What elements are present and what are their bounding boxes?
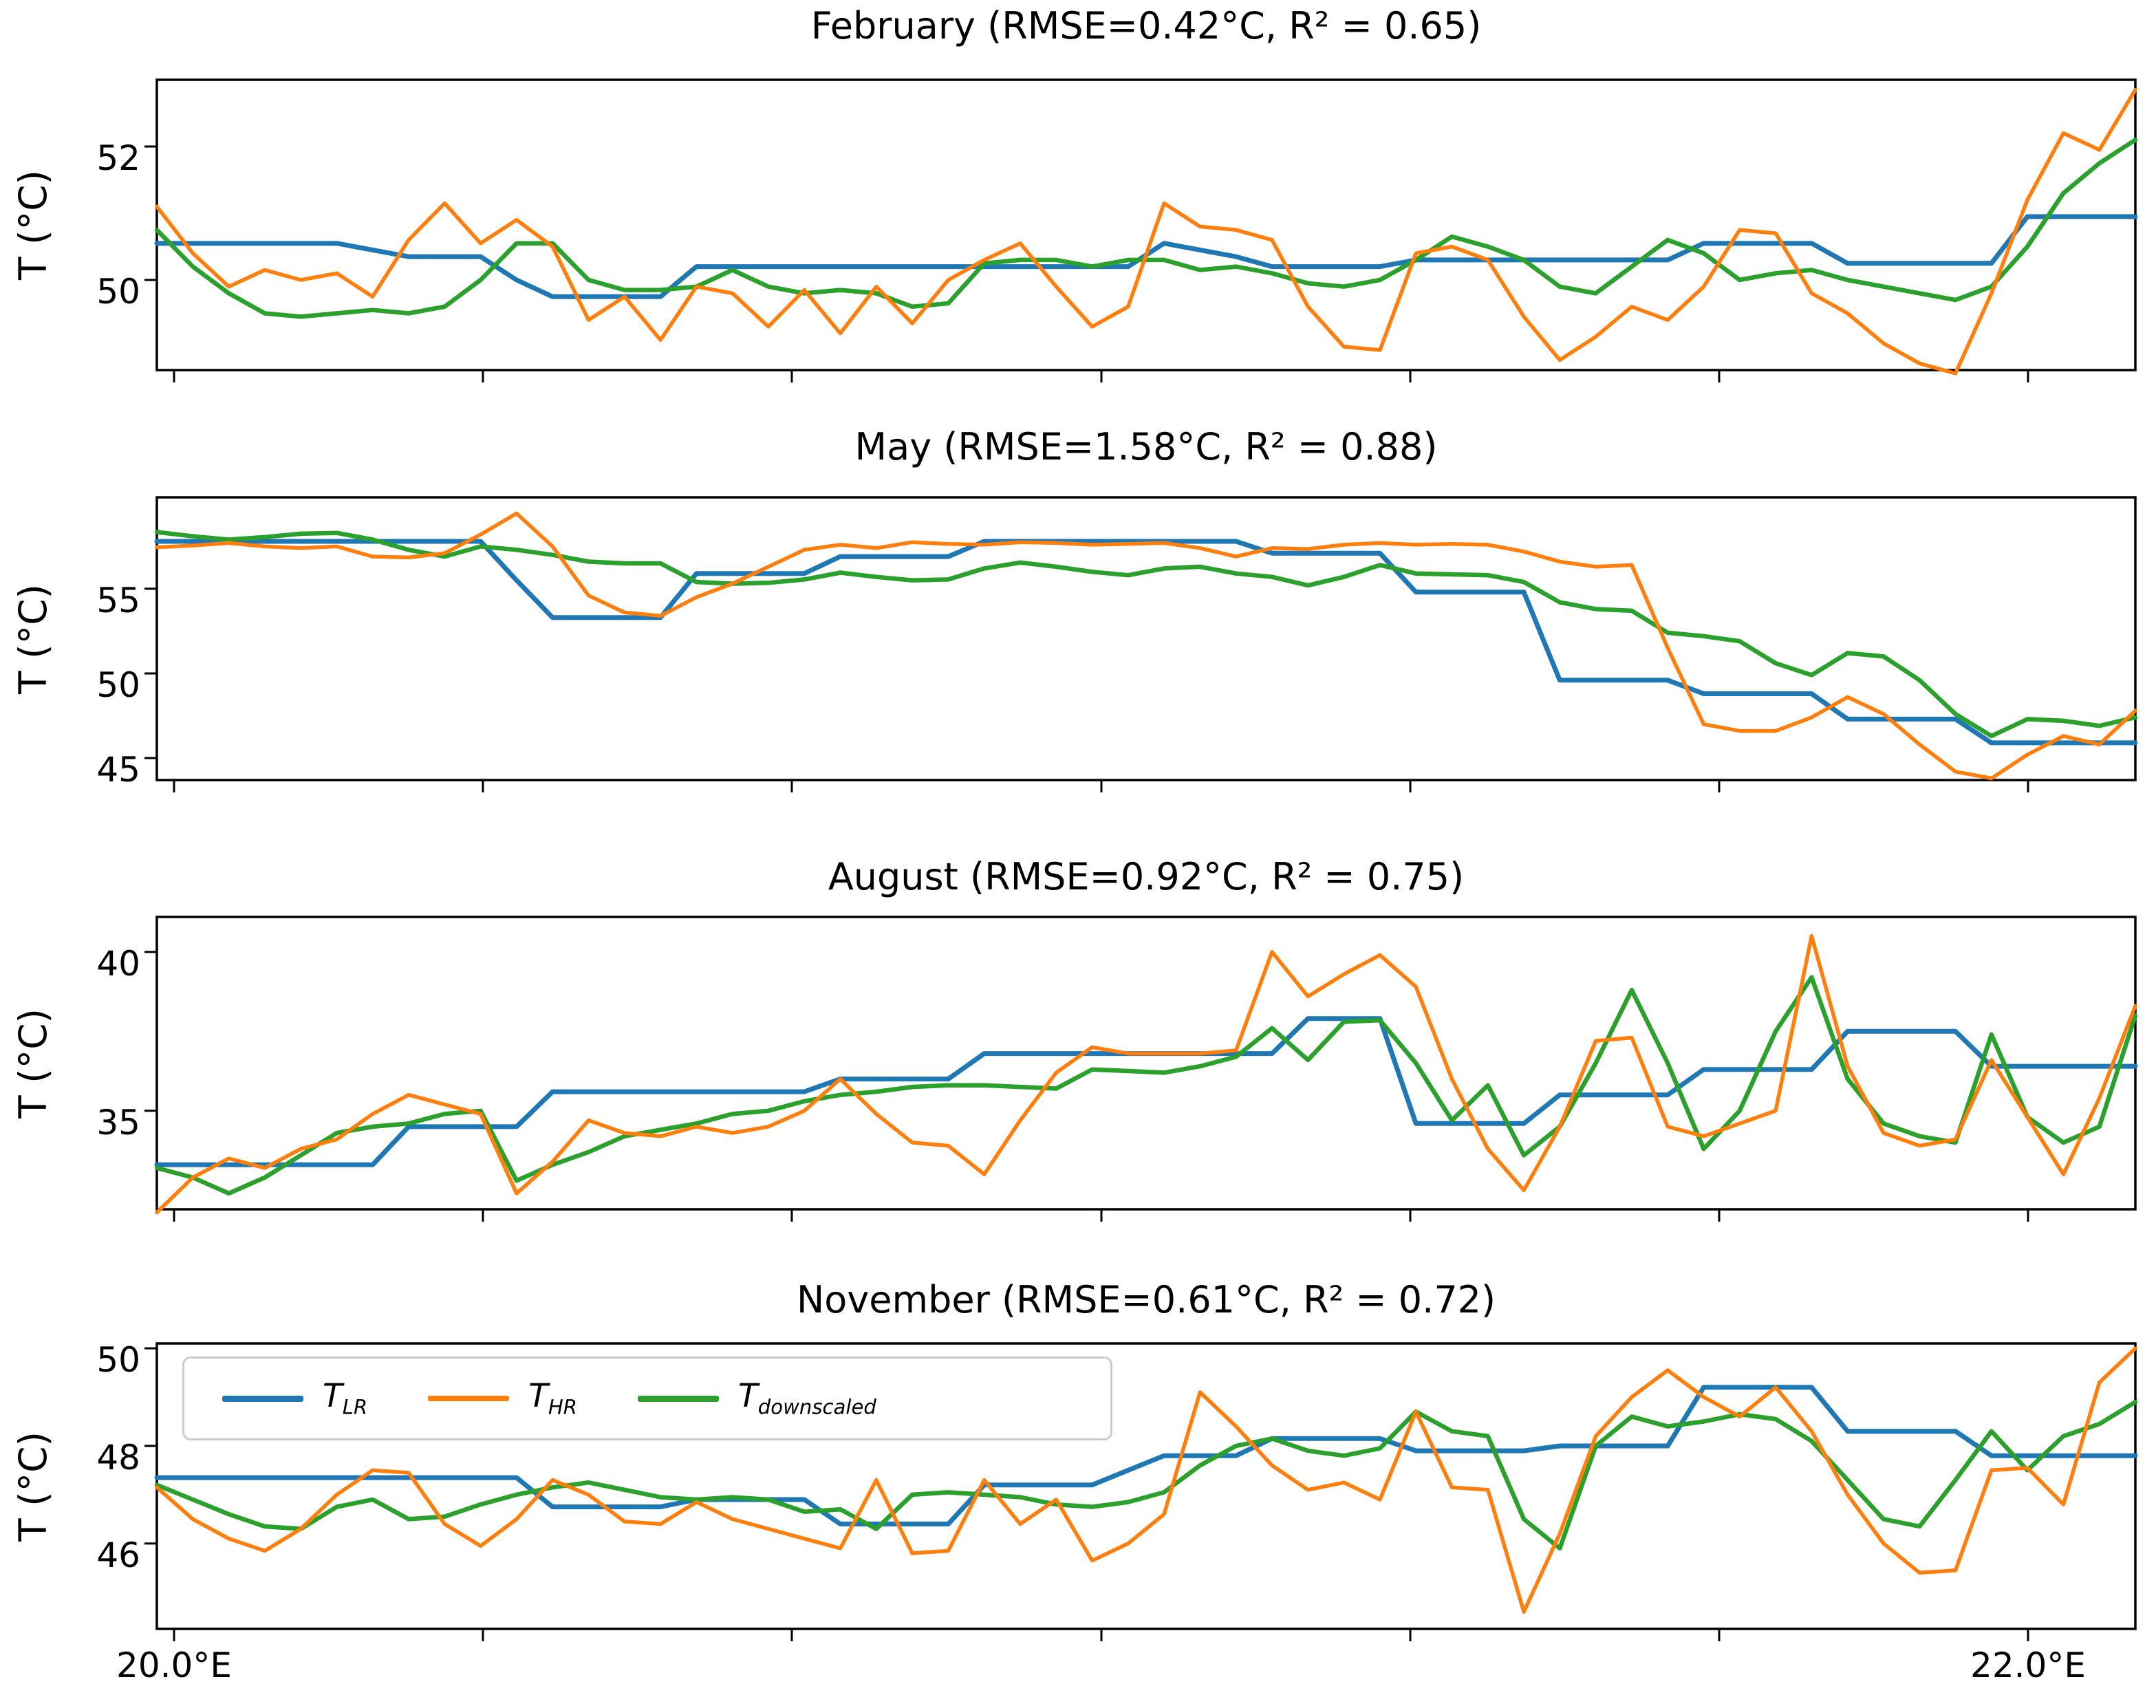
axes-spine [155,916,2137,1211]
subplot-title-february: February (RMSE=0.42°C, R² = 0.65) [810,4,1482,47]
series-line-t-hr [155,87,2137,376]
series-line-t-hr [155,1346,2137,1614]
series-line-t-hr [155,933,2137,1215]
legend-line-t-hr [428,1396,510,1401]
series-line-t-downscaled [154,138,2138,319]
series-line-t-downscaled [154,530,2138,739]
y-axis-label: T (°C) [11,1008,55,1118]
subplot-title-august: August (RMSE=0.92°C, R² = 0.75) [828,855,1465,898]
legend-entry-t-downscaled: Tdownscaled [638,1380,876,1418]
legend-label-t-downscaled: Tdownscaled [738,1376,876,1419]
y-axis-label: T (°C) [11,170,55,280]
subplot-title-may: May (RMSE=1.58°C, R² = 0.88) [854,425,1438,468]
subplot-title-november: November (RMSE=0.61°C, R² = 0.72) [796,1278,1496,1321]
x-tick-label-right: 22.0°E [1970,1645,2086,1685]
series-line-t-downscaled [154,1399,2138,1551]
legend-entry-t-lr: TLR [222,1380,367,1418]
series-line-t-lr [154,1385,2138,1526]
legend-line-t-lr [222,1395,303,1402]
series-line-t-hr [155,511,2137,781]
y-axis-label: T (°C) [11,583,55,694]
axes-spine [155,496,2137,781]
legend-label-t-hr: THR [528,1376,578,1419]
legend-entry-t-hr: THR [428,1380,577,1418]
x-tick-label-left: 20.0°E [116,1645,232,1685]
legend-label-t-lr: TLR [323,1376,368,1419]
legend: TLR THR Tdownscaled [182,1356,1112,1440]
y-axis-label: T (°C) [11,1431,55,1542]
axes-spine [155,78,2137,371]
legend-line-t-downscaled [638,1395,720,1402]
series-line-t-downscaled [154,975,2138,1196]
